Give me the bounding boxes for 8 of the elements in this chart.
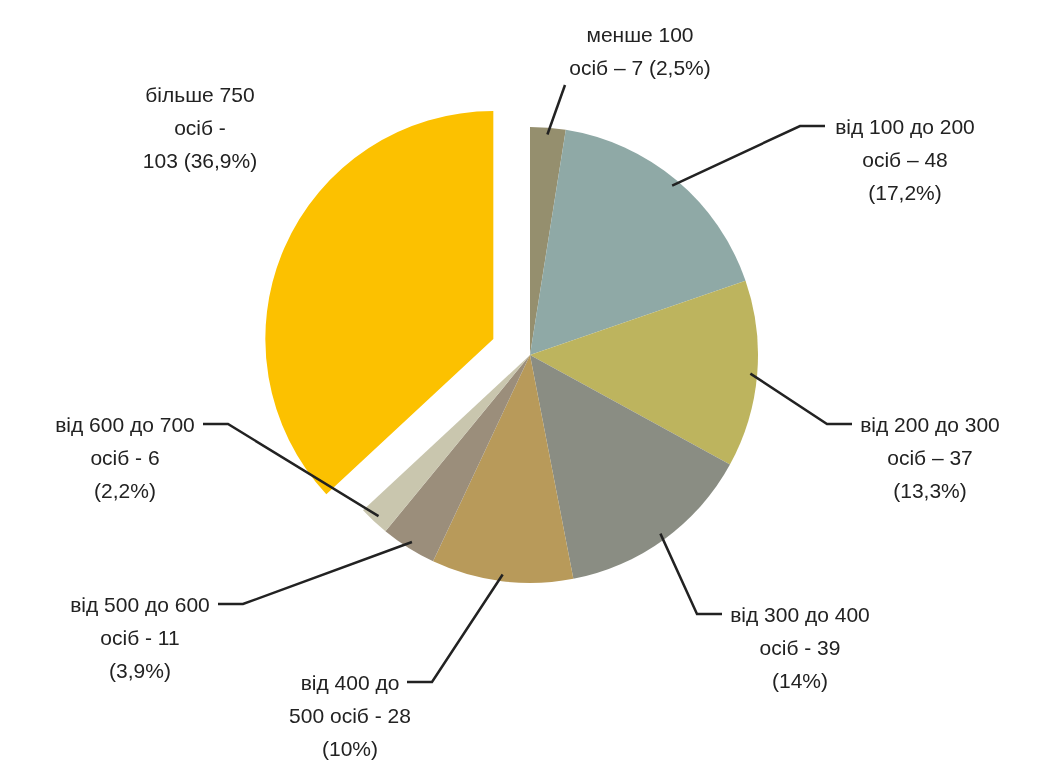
slice-label: менше 100 осіб – 7 (2,5%) — [569, 23, 711, 79]
slice-label: від 200 до 300 осіб – 37 (13,3%) — [860, 413, 1000, 502]
slice-label: від 400 до 500 осіб - 28 (10%) — [289, 671, 411, 760]
slice-label: від 300 до 400 осіб - 39 (14%) — [730, 603, 870, 692]
slice-label: від 600 до 700 осіб - 6 (2,2%) — [55, 413, 195, 502]
slice-label: від 100 до 200 осіб – 48 (17,2%) — [835, 115, 975, 204]
slice-label: від 500 до 600 осіб - 11 (3,9%) — [70, 593, 210, 682]
slice-label: більше 750 осіб - 103 (36,9%) — [142, 83, 258, 172]
